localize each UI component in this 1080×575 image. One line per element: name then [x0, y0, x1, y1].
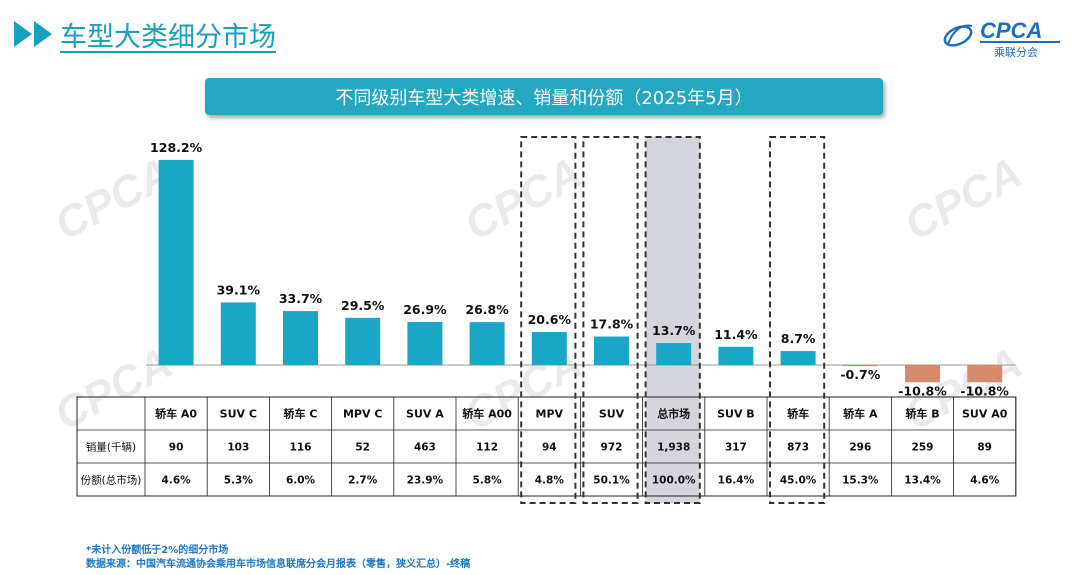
share-cell: 6.0% [286, 475, 316, 487]
data-label: -0.7% [840, 367, 880, 382]
category-label: SUV C [220, 408, 257, 421]
total-highlight-bg [645, 137, 700, 503]
data-label: 33.7% [279, 291, 323, 306]
sales-cell: 116 [290, 442, 312, 454]
share-cell: 13.4% [904, 475, 941, 487]
bar-轿车 C [283, 311, 318, 365]
bar-轿车 A [842, 365, 878, 367]
table-row-header: 份额(总市场) [81, 474, 142, 487]
data-label: 8.7% [781, 331, 816, 346]
page-header: 车型大类细分市场 [14, 14, 276, 54]
cpca-logo: CPCA 乘联分会 [940, 14, 1066, 60]
bar-轿车 A00 [469, 322, 505, 365]
bar-SUV B [718, 346, 754, 365]
category-label: SUV B [717, 408, 755, 421]
sales-cell: 296 [849, 442, 871, 454]
category-label: MPV C [343, 408, 382, 421]
sales-cell: 52 [355, 442, 370, 454]
bar-MPV [531, 332, 567, 365]
category-label: 总市场 [657, 407, 690, 421]
share-cell: 100.0% [652, 475, 696, 487]
share-cell: 16.4% [718, 475, 755, 487]
page-title: 车型大类细分市场 [60, 21, 276, 53]
share-cell: 4.8% [535, 475, 565, 487]
bar-SUV A0 [967, 365, 1003, 383]
category-label: 轿车 A [843, 407, 878, 421]
footnote-note: *未计入份额低于2%的细分市场 [86, 545, 229, 556]
sales-cell: 463 [414, 442, 436, 454]
data-label: 128.2% [150, 140, 203, 155]
category-label: 轿车 B [905, 407, 939, 421]
sales-cell: 90 [169, 442, 184, 454]
category-label: 轿车 A0 [155, 407, 197, 421]
category-label: SUV A [406, 408, 444, 421]
bar-轿车 B [905, 365, 940, 383]
bar-MPV C [345, 317, 381, 365]
category-label: SUV [599, 408, 625, 421]
sales-cell: 103 [227, 442, 249, 454]
data-label: -10.8% [898, 383, 947, 398]
logo-text: CPCA [980, 18, 1042, 43]
data-label: 17.8% [590, 317, 634, 332]
data-label: 20.6% [528, 312, 572, 327]
bar-总市场 [656, 343, 692, 365]
share-cell: 2.7% [348, 475, 378, 487]
share-cell: 15.3% [842, 475, 879, 487]
table-row-header: 销量(千辆) [86, 441, 136, 454]
data-label: 26.9% [403, 302, 447, 317]
bar-轿车 A0 [158, 159, 194, 365]
category-label: SUV A0 [962, 408, 1008, 421]
sales-cell: 259 [912, 442, 934, 454]
share-cell: 5.8% [473, 475, 503, 487]
sales-cell: 1,938 [657, 442, 690, 454]
chart-title: 不同级别车型大类增速、销量和份额（2025年5月） [205, 78, 883, 115]
sales-cell: 94 [542, 442, 557, 454]
share-cell: 50.1% [593, 475, 630, 487]
bar-轿车 [780, 351, 816, 365]
data-label: 11.4% [714, 327, 758, 342]
data-label: 26.8% [465, 302, 509, 317]
data-label: 39.1% [217, 282, 261, 297]
swirl-logo-icon [943, 24, 973, 47]
category-label: 轿车 A00 [462, 407, 512, 421]
share-cell: 5.3% [224, 475, 254, 487]
sales-cell: 972 [601, 442, 623, 454]
sales-cell: 112 [476, 442, 498, 454]
bar-SUV C [220, 302, 256, 365]
share-cell: 23.9% [407, 475, 444, 487]
bar-SUV A [407, 321, 443, 365]
category-label: 轿车 C [284, 407, 318, 421]
footnote-source: 数据来源：中国汽车流通协会乘用车市场信息联席分会月报表（零售，狭义汇总）-终稿 [86, 559, 471, 570]
data-label: 13.7% [652, 323, 696, 338]
sales-cell: 873 [787, 442, 809, 454]
data-label: -10.8% [960, 383, 1009, 398]
category-label: MPV [536, 408, 564, 421]
data-label: 29.5% [341, 298, 385, 313]
bar-SUV [594, 336, 629, 365]
sales-cell: 89 [977, 442, 992, 454]
share-cell: 45.0% [780, 475, 817, 487]
double-chevron-icon [14, 21, 54, 47]
share-cell: 4.6% [162, 475, 192, 487]
logo-subtext: 乘联分会 [994, 46, 1038, 59]
category-label: 轿车 [787, 407, 809, 421]
share-cell: 4.6% [970, 475, 1000, 487]
sales-cell: 317 [725, 442, 747, 454]
